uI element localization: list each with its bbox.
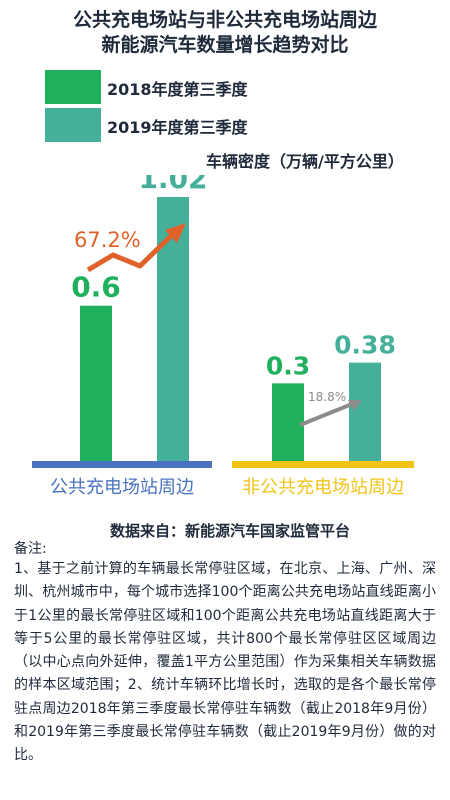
category-label: 公共充电场站周边: [50, 477, 194, 498]
growth-arrow-head: [348, 400, 362, 411]
category-axis-band: [232, 461, 414, 468]
bar-2018-2: [272, 383, 304, 461]
bar-value-label: 0.3: [266, 351, 310, 380]
category-label: 非公共充电场站周边: [242, 477, 404, 498]
legend-label-2018: 2018年度第三季度: [107, 80, 248, 99]
note-body: 1、基于之前计算的车辆最长常停驻区域，在北京、上海、广州、深圳、杭州城市中，每个…: [14, 561, 436, 764]
growth-label: 18.8%: [308, 390, 346, 404]
bar-2018-1: [80, 305, 112, 461]
bar-value-label: 0.38: [334, 331, 396, 360]
bar-value-label: 0.6: [71, 271, 121, 304]
growth-arrow-line: [299, 402, 353, 427]
growth-label: 67.2%: [74, 228, 141, 252]
bar-chart: 0.6 1.02 公共充电场站周边 67.2% 0.3 0.38 非公共充电场站周边 18.8…: [32, 175, 414, 498]
legend-label-2019: 2019年度第三季度: [107, 118, 248, 137]
legend-swatch-2018: [45, 70, 101, 104]
data-source: 数据来自：新能源汽车国家监管平台: [110, 522, 351, 540]
growth-arrow-head: [165, 223, 186, 243]
chart-title-line-2: 新能源汽车数量增长趋势对比: [101, 34, 349, 56]
legend-swatch-2019: [45, 108, 101, 142]
bar-2019-2: [349, 362, 381, 461]
category-axis-band: [32, 461, 212, 468]
note-label: 备注:: [14, 541, 47, 557]
chart-title-line-1: 公共充电场站与非公共充电场站周边: [72, 9, 377, 31]
chart-title: 公共充电场站与非公共充电场站周边 新能源汽车数量增长趋势对比: [0, 8, 450, 58]
bar-value-label: 1.02: [138, 175, 207, 195]
y-axis-label: 车辆密度（万辆/平方公里）: [206, 152, 404, 171]
growth-arrow-line: [86, 233, 174, 273]
